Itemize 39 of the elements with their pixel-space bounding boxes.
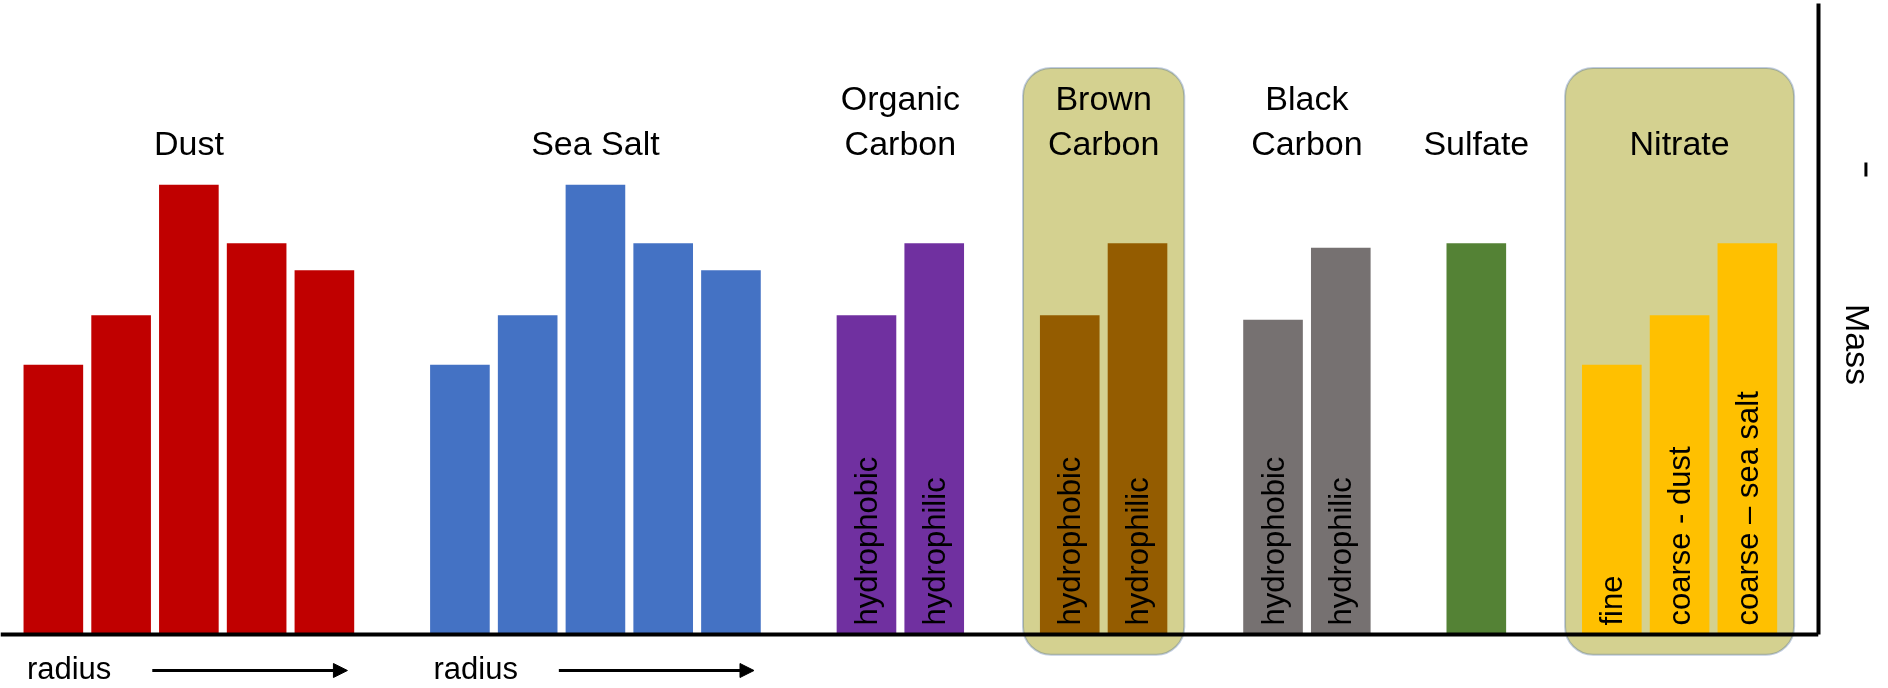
text: Nitrate bbox=[1629, 124, 1730, 163]
bar bbox=[836, 315, 897, 635]
text: Organic Carbon bbox=[840, 78, 960, 163]
bar bbox=[1717, 243, 1778, 635]
x-tick-label: hydrophilic bbox=[1120, 477, 1156, 626]
bar bbox=[904, 243, 965, 635]
x-tick-label: coarse – sea salt bbox=[1729, 390, 1765, 626]
x-tick-label: coarse - dust bbox=[1662, 445, 1698, 626]
text: Sulfate bbox=[1423, 124, 1530, 163]
bar bbox=[91, 315, 151, 635]
bar bbox=[1582, 364, 1642, 635]
bar bbox=[294, 270, 355, 635]
x-tick-label: hydrophilic bbox=[1323, 477, 1359, 626]
bar bbox=[633, 243, 694, 635]
bar bbox=[565, 184, 626, 635]
bar bbox=[701, 270, 761, 635]
series-label: Dust bbox=[153, 124, 225, 163]
x-tick-label: hydrophobic bbox=[848, 456, 884, 626]
x-tick-label: fine bbox=[1594, 575, 1630, 626]
bar bbox=[1310, 247, 1371, 635]
text: Brown Carbon bbox=[1047, 78, 1160, 163]
x-tick-label: hydrophilic bbox=[916, 477, 952, 626]
bar bbox=[1649, 315, 1710, 635]
text: radius bbox=[433, 650, 518, 686]
text: radius bbox=[26, 650, 112, 686]
text: Black Carbon bbox=[1251, 78, 1363, 163]
x-tick-label: hydrophobic bbox=[1255, 456, 1291, 626]
bar bbox=[1039, 315, 1100, 635]
bar bbox=[1107, 243, 1168, 635]
bar bbox=[430, 364, 490, 635]
series-label: Sea Salt bbox=[531, 124, 661, 163]
bar bbox=[226, 243, 287, 635]
bar bbox=[23, 364, 84, 635]
bar bbox=[159, 184, 219, 635]
x-tick-label: hydrophobic bbox=[1052, 456, 1088, 626]
bar bbox=[1243, 319, 1303, 635]
y-axis-title: Mass bbox=[1838, 303, 1877, 386]
bar bbox=[497, 315, 558, 635]
bar bbox=[1446, 243, 1507, 635]
